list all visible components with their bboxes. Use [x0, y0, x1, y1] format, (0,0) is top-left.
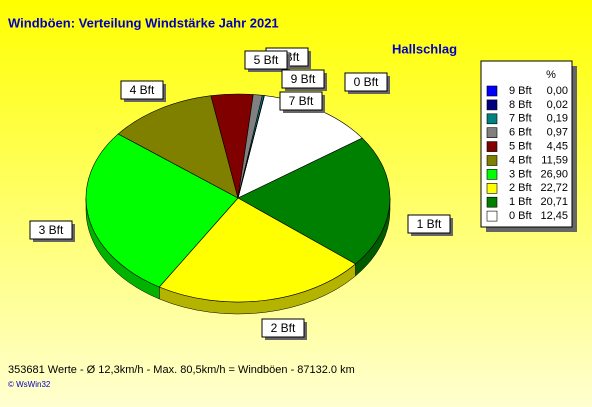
slice-label: 7 Bft [289, 94, 314, 108]
legend-swatch [486, 196, 498, 208]
legend-swatch [486, 141, 498, 152]
chart-subtitle: Hallschlag [392, 41, 457, 56]
label-box [407, 214, 451, 234]
legend-label: 9 Bft [509, 85, 532, 97]
slice [158, 197, 357, 303]
slice-label: 2 Bft [271, 321, 296, 335]
slice-label: 3 Bft [39, 223, 64, 237]
legend: 9 Bft 0,00 8 Bft 0,02 7 Bft 0,19 6 Bft 0,97 5 Bf… [486, 85, 568, 222]
label-box [261, 318, 305, 338]
legend-label: 4 Bft [509, 154, 532, 166]
legend-value: 4,45 [547, 141, 568, 153]
legend-value: 12,45 [540, 210, 568, 222]
legend-swatch [486, 127, 498, 138]
slice [237, 137, 391, 265]
label-box [29, 220, 73, 240]
legend-swatch [486, 210, 498, 222]
pie [85, 93, 391, 315]
slice [85, 133, 239, 288]
legend-value: 0,19 [547, 113, 568, 125]
label-box [120, 80, 164, 100]
legend-label: 3 Bft [509, 168, 532, 180]
legend-swatch [486, 85, 498, 97]
slice-label: 1 Bft [417, 217, 442, 231]
legend-label: 8 Bft [509, 99, 532, 111]
legend-swatch [486, 99, 498, 111]
legend-label: 5 Bft [509, 141, 532, 153]
legend-label: 2 Bft [509, 182, 532, 194]
legend-swatch [486, 155, 498, 166]
slice-label: 9 Bft [291, 72, 316, 86]
label-box [344, 72, 388, 92]
legend-label: 7 Bft [509, 113, 532, 125]
legend-value: 22,72 [540, 182, 568, 194]
slice [117, 95, 239, 199]
legend-value: 0,97 [547, 127, 568, 139]
legend-swatch [486, 183, 498, 194]
slice-label: 0 Bft [354, 75, 379, 89]
legend-header: % [546, 69, 556, 81]
label-box [281, 69, 325, 89]
legend-label: 0 Bft [509, 210, 532, 222]
legend-swatch [486, 113, 498, 125]
legend-value: 20,71 [540, 196, 568, 208]
legend-value: 0,02 [547, 99, 568, 111]
slice-label: 4 Bft [130, 83, 155, 97]
chart-title: Windböen: Verteilung Windstärke Jahr 202… [8, 15, 279, 30]
legend-label: 1 Bft [509, 196, 532, 208]
label-box [244, 50, 288, 70]
legend-value: 0,00 [547, 85, 568, 97]
legend-swatch [486, 169, 498, 180]
copyright: © WsWin32 [8, 380, 51, 389]
legend-value: 11,59 [541, 154, 568, 166]
slice-label: 5 Bft [254, 53, 279, 67]
legend-label: 6 Bft [509, 127, 532, 139]
label-box [279, 91, 323, 111]
legend-value: 26,90 [540, 168, 568, 180]
footer: 353681 Werte - Ø 12,3km/h - Max. 80,5km/… [8, 364, 355, 376]
